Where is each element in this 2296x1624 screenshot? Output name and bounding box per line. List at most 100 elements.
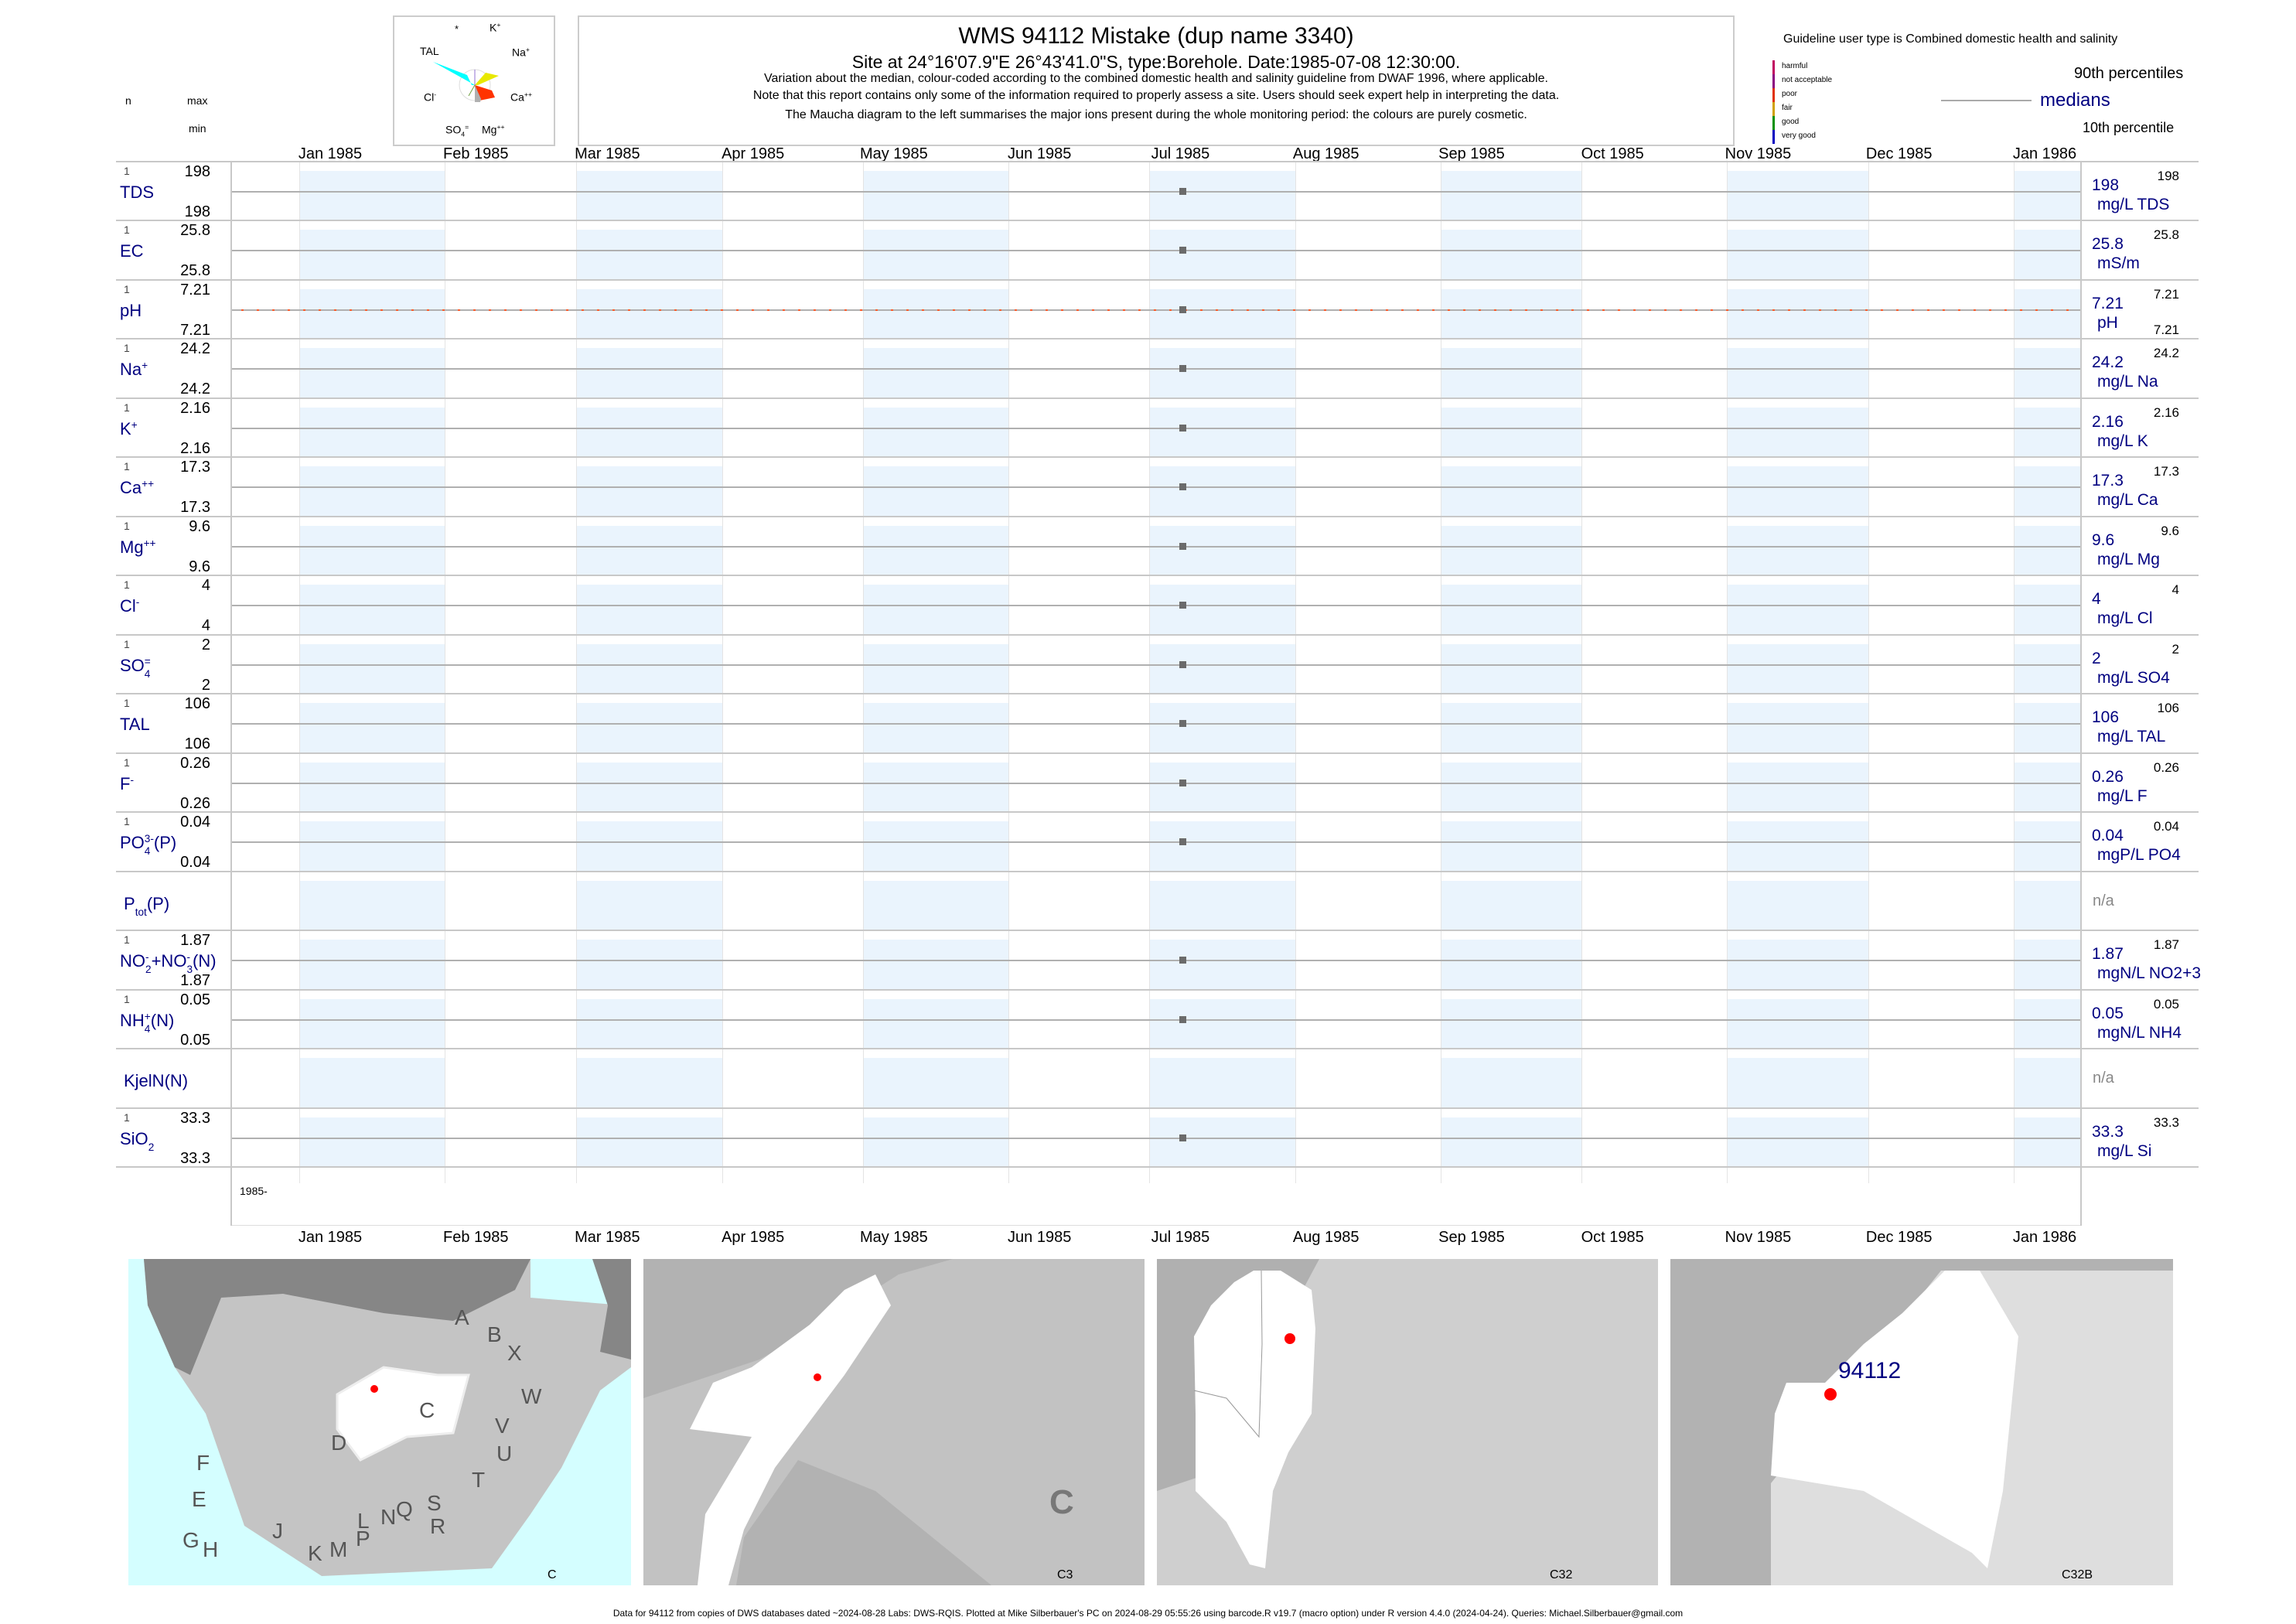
data-point[interactable]	[1179, 660, 1186, 668]
guideline-dot	[906, 309, 909, 311]
station-label: 94112	[1838, 1358, 1902, 1383]
parameter-label-part: TAL	[120, 715, 150, 735]
guideline-dot	[1927, 309, 1929, 311]
data-point[interactable]	[1179, 1015, 1186, 1023]
catchment-letter: N	[380, 1505, 397, 1529]
max-value: 25.8	[180, 222, 210, 240]
data-point[interactable]	[1179, 188, 1186, 195]
min-value: 4	[201, 617, 210, 635]
legend-class-label: very good	[1782, 131, 1816, 140]
guideline-dot	[1540, 309, 1543, 311]
median-value: 106	[2092, 708, 2120, 727]
subscript	[142, 371, 148, 380]
parameter-label: pH	[120, 301, 142, 321]
data-point[interactable]	[1179, 365, 1186, 373]
parameter-label-scripts: -	[130, 774, 134, 795]
row-divider	[116, 870, 2199, 872]
data-point[interactable]	[1179, 838, 1186, 846]
right-max-value: 1.87	[2153, 937, 2179, 953]
guideline-dot	[1649, 309, 1651, 311]
right-max-value: 0.04	[2153, 819, 2179, 834]
sample-count: 1	[124, 815, 130, 828]
month-band	[576, 171, 722, 220]
guideline-dot	[1061, 309, 1063, 311]
month-band	[2014, 762, 2080, 812]
month-band	[299, 466, 445, 516]
min-value: 0.05	[180, 1031, 210, 1049]
guideline-dot	[566, 309, 568, 311]
catchment-letter: C	[419, 1398, 435, 1422]
month-band	[1727, 288, 1868, 339]
guideline-dot	[334, 309, 336, 311]
month-band	[862, 821, 1009, 871]
catchment-letter: P	[356, 1527, 370, 1551]
data-point[interactable]	[1179, 779, 1186, 786]
month-band	[1440, 466, 1582, 516]
guideline-dot	[1247, 309, 1249, 311]
data-point[interactable]	[1179, 424, 1186, 432]
month-band	[1440, 230, 1582, 279]
data-point[interactable]	[1179, 542, 1186, 550]
data-point[interactable]	[1179, 483, 1186, 491]
parameter-label: SO = 4	[120, 655, 151, 680]
guideline-dot	[937, 309, 940, 311]
median-line	[232, 309, 2080, 311]
month-label-bottom: Feb 1985	[443, 1229, 509, 1246]
title-box	[578, 15, 1735, 146]
month-band	[299, 762, 445, 812]
month-band	[1727, 762, 1868, 812]
month-label-top: Jan 1986	[2012, 145, 2077, 162]
month-band	[1440, 998, 1582, 1049]
month-band	[862, 1058, 1009, 1107]
superscript	[148, 1130, 155, 1139]
row-divider	[116, 988, 2199, 991]
data-point[interactable]	[1179, 602, 1186, 609]
unit-label: mg/L TDS	[2097, 196, 2170, 213]
max-value: 9.6	[189, 517, 210, 535]
data-point[interactable]	[1179, 1134, 1186, 1141]
data-point[interactable]	[1179, 957, 1186, 964]
data-point[interactable]	[1179, 247, 1186, 254]
catchment-letter: F	[196, 1451, 210, 1475]
top-border	[116, 161, 2199, 162]
month-band	[862, 998, 1009, 1049]
guideline-dot	[783, 309, 785, 311]
map-label: C3	[1057, 1568, 1073, 1581]
right-max-value: 7.21	[2153, 286, 2179, 302]
catchment-letter: L	[357, 1509, 370, 1533]
month-label-bottom: Nov 1985	[1725, 1229, 1792, 1246]
data-point[interactable]	[1179, 305, 1186, 313]
not-available: n/a	[2093, 892, 2114, 909]
parameter-label-part: (N)	[150, 1010, 175, 1030]
median-value: 24.2	[2092, 353, 2124, 372]
month-band	[1727, 703, 1868, 752]
superscript: =	[144, 655, 151, 667]
subscript: 4	[144, 1022, 151, 1035]
sample-count: 1	[124, 697, 130, 710]
median-value: 0.26	[2092, 767, 2124, 786]
month-band	[576, 1117, 722, 1166]
superscript: ++	[143, 537, 156, 549]
parameter-label-part: NH	[120, 1010, 145, 1030]
median-line	[232, 960, 2080, 962]
data-point[interactable]	[1179, 720, 1186, 728]
month-band	[862, 466, 1009, 516]
map-quaternary-catchment: 94112 C32B	[1670, 1259, 2173, 1585]
min-value: 25.8	[180, 262, 210, 280]
month-band	[862, 171, 1009, 220]
parameter-label: PO 3- 4 (P)	[120, 833, 176, 857]
guideline-dot	[442, 309, 445, 311]
month-label-top: Oct 1985	[1581, 145, 1644, 162]
month-band	[576, 880, 722, 930]
guideline-dot	[1803, 309, 1806, 311]
month-band	[1149, 1058, 1295, 1107]
legend-medians: medians	[2040, 90, 2110, 111]
month-band	[1727, 348, 1868, 397]
guideline-dot	[2004, 309, 2007, 311]
month-band	[1727, 998, 1868, 1049]
guideline-dot	[984, 309, 986, 311]
month-band	[1440, 880, 1582, 930]
month-band	[2014, 821, 2080, 871]
month-band	[862, 288, 1009, 339]
